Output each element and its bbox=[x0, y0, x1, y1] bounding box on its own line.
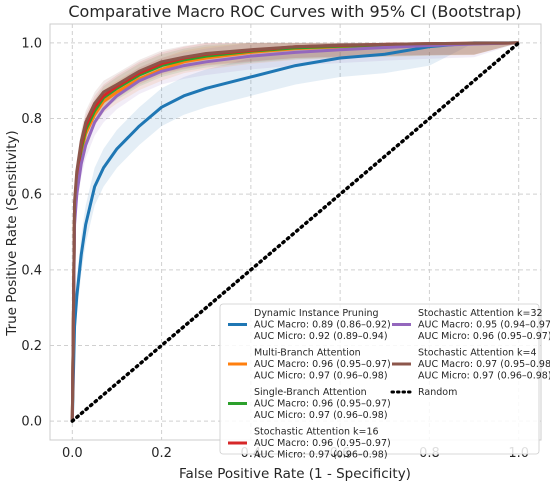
random-line bbox=[70, 41, 521, 423]
roc-lines bbox=[70, 41, 521, 423]
y-axis-label: True Positive Rate (Sensitivity) bbox=[4, 130, 20, 336]
multi-branch-attention-legend-text: AUC Micro: 0.97 (0.96–0.98) bbox=[254, 371, 388, 382]
stochastic-attention-k-32-legend-text: Stochastic Attention k=32 bbox=[418, 308, 543, 319]
multi-branch-attention-legend-text: Multi-Branch Attention bbox=[254, 348, 361, 359]
single-branch-attention-legend-text: Single-Branch Attention bbox=[254, 387, 367, 398]
single-branch-attention-legend-text: AUC Micro: 0.97 (0.96–0.98) bbox=[254, 410, 388, 421]
stochastic-attention-k-4-ci-band bbox=[72, 42, 519, 422]
y-tick-label: 0.2 bbox=[21, 339, 42, 354]
stochastic-attention-k-32-legend-text: AUC Macro: 0.95 (0.94–0.97) bbox=[418, 320, 550, 331]
single-branch-attention-ci-band bbox=[72, 42, 519, 422]
ci-bands bbox=[72, 42, 519, 422]
random-legend-text: Random bbox=[418, 387, 457, 398]
stochastic-attention-k-16-ci-band bbox=[72, 42, 519, 422]
stochastic-attention-k-16-legend-text: AUC Micro: 0.97 (0.96–0.98) bbox=[254, 450, 388, 461]
x-tick-label: 0.2 bbox=[151, 446, 172, 461]
y-tick-label: 0.6 bbox=[21, 188, 42, 203]
y-tick-label: 0.0 bbox=[21, 415, 42, 430]
legend-box bbox=[219, 303, 540, 455]
chart-title: Comparative Macro ROC Curves with 95% CI… bbox=[68, 2, 521, 21]
dynamic-instance-pruning-legend-text: AUC Micro: 0.92 (0.89–0.94) bbox=[254, 331, 388, 342]
single-branch-attention-legend-text: AUC Macro: 0.96 (0.95–0.97) bbox=[254, 399, 391, 410]
stochastic-attention-k-4-legend-text: AUC Micro: 0.97 (0.96–0.98) bbox=[418, 371, 550, 382]
stochastic-attention-k-4-legend-text: AUC Macro: 0.97 (0.95–0.98) bbox=[418, 359, 550, 370]
multi-branch-attention-legend-text: AUC Macro: 0.96 (0.95–0.97) bbox=[254, 359, 391, 370]
x-tick-label: 0.0 bbox=[62, 446, 83, 461]
multi-branch-attention-ci-band bbox=[72, 42, 519, 422]
dynamic-instance-pruning-legend-text: Dynamic Instance Pruning bbox=[254, 308, 379, 319]
dynamic-instance-pruning-line bbox=[70, 41, 519, 422]
stochastic-attention-k-4-legend-text: Stochastic Attention k=4 bbox=[418, 348, 537, 359]
stochastic-attention-k-4-line bbox=[70, 41, 519, 422]
stochastic-attention-k-16-legend-text: AUC Macro: 0.96 (0.95–0.97) bbox=[254, 438, 391, 449]
dynamic-instance-pruning-legend-text: AUC Macro: 0.89 (0.86–0.92) bbox=[254, 320, 391, 331]
y-tick-label: 0.8 bbox=[21, 112, 42, 127]
y-tick-label: 0.4 bbox=[21, 263, 42, 278]
stochastic-attention-k-16-legend-text: Stochastic Attention k=16 bbox=[254, 427, 379, 438]
y-tick-label: 1.0 bbox=[21, 36, 42, 51]
x-axis-label: False Positive Rate (1 - Specificity) bbox=[179, 466, 411, 482]
stochastic-attention-k-32-legend-text: AUC Micro: 0.96 (0.95–0.97) bbox=[418, 331, 550, 342]
stochastic-attention-k-32-line bbox=[70, 41, 519, 422]
